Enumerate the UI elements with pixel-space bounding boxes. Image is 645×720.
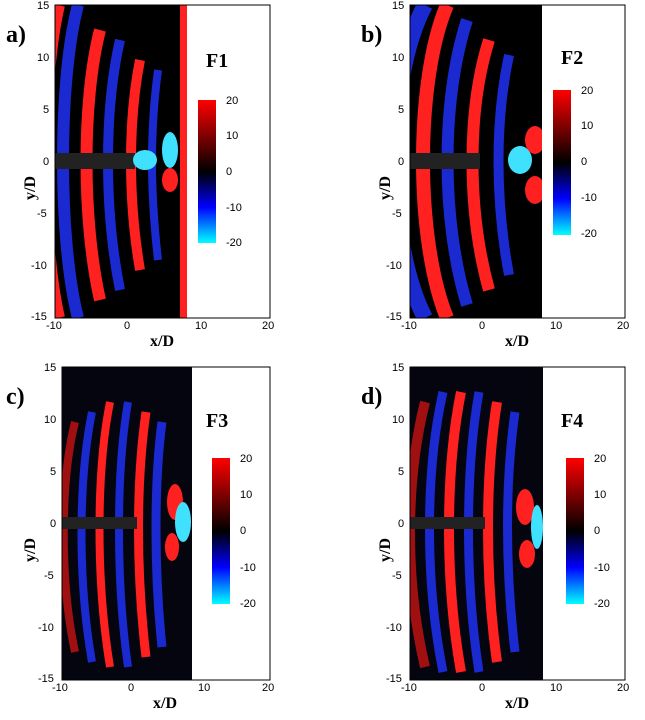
colorbar: [553, 90, 571, 235]
wave-pattern: [410, 391, 543, 673]
panel-letter: b): [361, 22, 383, 48]
panel-a: a) y/D: [0, 0, 322, 358]
contour-plot: [409, 4, 626, 319]
colorbar: [198, 100, 216, 243]
panel-c: c) y/D: [0, 362, 322, 720]
x-tick: 10: [195, 320, 208, 332]
cb-tick: 0: [240, 525, 247, 537]
y-tick: 10: [392, 52, 405, 64]
y-tick: -5: [44, 570, 54, 582]
cb-tick: 10: [581, 120, 594, 132]
x-axis-label: x/D: [505, 333, 529, 350]
y-tick: 10: [392, 414, 405, 426]
x-axis-label: x/D: [153, 695, 177, 712]
y-tick: -5: [37, 208, 47, 220]
y-tick: -5: [392, 208, 402, 220]
panel-letter: c): [6, 384, 25, 410]
y-tick: 15: [392, 362, 405, 374]
x-tick: -10: [52, 682, 68, 694]
cb-tick: 0: [594, 525, 601, 537]
x-tick: 0: [124, 320, 131, 332]
cb-tick: 20: [226, 95, 239, 107]
y-tick: 5: [50, 466, 57, 478]
field-label: F2: [561, 47, 584, 69]
y-tick: -15: [38, 673, 54, 685]
x-tick: 20: [617, 682, 630, 694]
cb-tick: -20: [594, 598, 610, 610]
field-label: F1: [206, 50, 229, 72]
y-tick: 15: [392, 0, 405, 12]
y-tick: -10: [386, 260, 402, 272]
x-tick: 20: [262, 320, 275, 332]
x-tick: 0: [479, 682, 486, 694]
cb-tick: 10: [240, 489, 253, 501]
cb-tick: 10: [226, 130, 239, 142]
field-label: F4: [561, 410, 584, 432]
x-tick: -10: [401, 320, 417, 332]
y-tick: -10: [386, 622, 402, 634]
panel-b: b) y/D: [355, 0, 645, 358]
y-tick: 0: [43, 156, 50, 168]
y-tick: 0: [398, 518, 405, 530]
y-tick: 10: [37, 52, 50, 64]
cb-tick: -20: [240, 598, 256, 610]
contour-plot: [61, 366, 271, 681]
y-tick: -10: [31, 260, 47, 272]
field-label: F3: [206, 410, 229, 432]
y-tick: 5: [43, 104, 50, 116]
cb-tick: 20: [240, 453, 253, 465]
wave-pattern: [62, 401, 191, 668]
y-tick: -5: [392, 570, 402, 582]
y-tick: 10: [44, 414, 57, 426]
x-tick: 10: [550, 320, 563, 332]
x-axis-label: x/D: [505, 695, 529, 712]
panel-letter: d): [361, 384, 383, 410]
y-tick: -15: [386, 673, 402, 685]
cb-tick: -20: [581, 228, 597, 240]
x-tick: 20: [617, 320, 630, 332]
cb-tick: -10: [226, 202, 242, 214]
contour-plot: [54, 4, 271, 319]
contour-plot: [409, 366, 626, 681]
x-axis-label: x/D: [150, 333, 174, 350]
y-tick: 5: [398, 104, 405, 116]
panel-letter: a): [6, 22, 26, 48]
cb-tick: -10: [240, 562, 256, 574]
y-tick: 5: [398, 466, 405, 478]
wave-pattern: [55, 5, 187, 318]
wave-pattern: [410, 5, 542, 318]
y-tick: 0: [398, 156, 405, 168]
cb-tick: 10: [594, 489, 607, 501]
y-tick: -10: [38, 622, 54, 634]
cb-tick: 20: [594, 453, 607, 465]
y-tick: -15: [31, 311, 47, 323]
x-tick: 0: [479, 320, 486, 332]
panel-d: d) y/D: [355, 362, 645, 720]
cb-tick: -10: [581, 192, 597, 204]
x-tick: 0: [128, 682, 135, 694]
y-tick: 15: [37, 0, 50, 12]
cb-tick: -20: [226, 237, 242, 249]
x-tick: 10: [198, 682, 211, 694]
x-tick: -10: [46, 320, 62, 332]
cb-tick: -10: [594, 562, 610, 574]
x-tick: -10: [401, 682, 417, 694]
cb-tick: 20: [581, 85, 594, 97]
colorbar: [212, 458, 230, 604]
colorbar: [566, 458, 584, 604]
y-tick: -15: [386, 311, 402, 323]
x-tick: 10: [550, 682, 563, 694]
x-tick: 20: [262, 682, 275, 694]
y-tick: 0: [50, 518, 57, 530]
cb-tick: 0: [226, 166, 233, 178]
cb-tick: 0: [581, 156, 588, 168]
y-tick: 15: [44, 362, 57, 374]
